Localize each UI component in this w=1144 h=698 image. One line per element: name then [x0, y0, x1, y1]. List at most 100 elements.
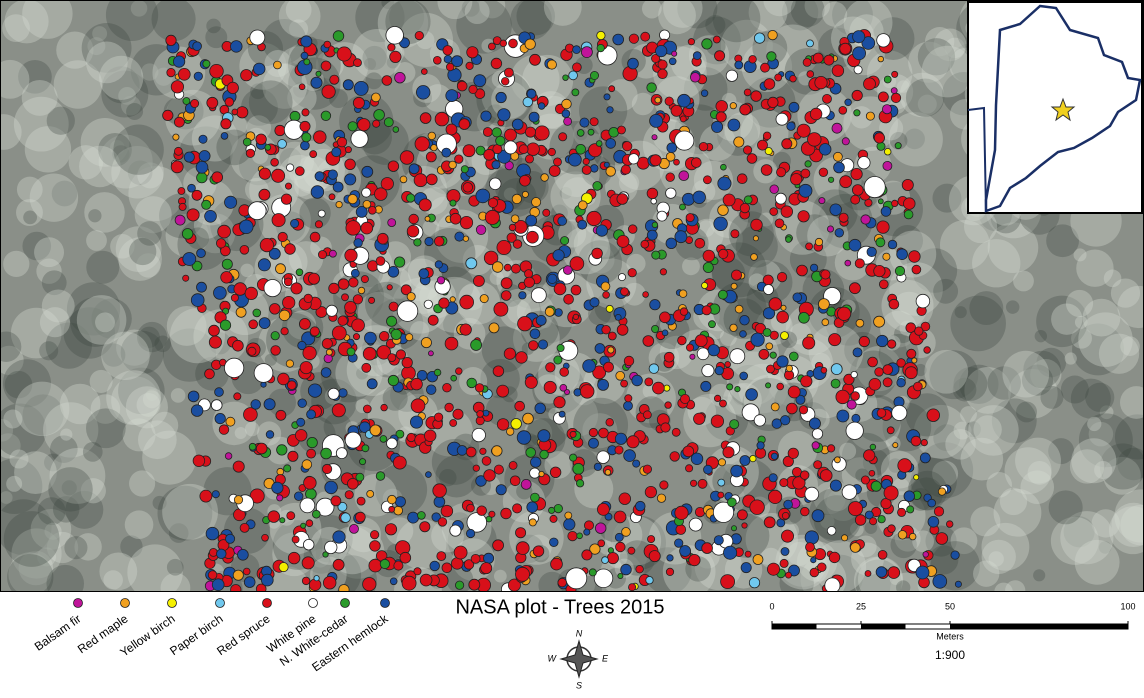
tree: [877, 142, 885, 150]
tree: [420, 522, 430, 532]
tree: [807, 71, 814, 78]
tree: [766, 343, 773, 350]
tree: [884, 76, 891, 83]
tree: [820, 470, 832, 482]
tree: [790, 75, 797, 82]
tree: [718, 492, 724, 498]
tree: [484, 470, 496, 482]
tree: [304, 294, 312, 302]
canopy-blob: [2, 14, 30, 42]
tree: [559, 411, 565, 417]
tree: [608, 347, 614, 353]
tree: [650, 155, 661, 166]
tree: [369, 559, 382, 572]
tree: [751, 254, 758, 261]
tree: [938, 488, 945, 495]
tree: [350, 524, 359, 533]
tree: [568, 531, 577, 540]
tree: [302, 460, 312, 470]
canopy-blob: [3, 251, 29, 277]
tree: [560, 384, 567, 391]
tree: [321, 448, 332, 459]
tree: [718, 205, 729, 216]
tree: [693, 52, 701, 60]
tree: [797, 124, 810, 137]
tree: [389, 302, 398, 311]
legend-swatch: [263, 599, 272, 608]
tree: [718, 177, 731, 190]
tree: [434, 413, 442, 421]
tree: [616, 371, 625, 380]
tree: [396, 350, 405, 359]
tree: [780, 559, 788, 567]
tree: [830, 480, 841, 491]
tree: [754, 33, 764, 43]
tree: [799, 184, 812, 197]
tree: [606, 167, 616, 177]
tree: [936, 533, 948, 545]
canopy-blob: [1066, 290, 1093, 317]
tree: [887, 427, 894, 434]
tree: [675, 506, 688, 519]
tree: [268, 511, 280, 523]
tree: [674, 159, 680, 165]
tree: [646, 577, 653, 584]
tree: [437, 277, 444, 284]
tree: [902, 179, 913, 190]
tree: [907, 506, 914, 513]
tree: [297, 418, 305, 426]
tree: [799, 312, 810, 323]
tree: [455, 155, 463, 163]
tree: [615, 314, 621, 320]
tree: [836, 390, 850, 404]
tree: [488, 43, 495, 50]
tree: [513, 240, 522, 249]
tree: [420, 113, 431, 124]
compass-rose: N E S W: [548, 628, 610, 690]
tree: [390, 578, 397, 585]
tree: [813, 53, 823, 63]
tree: [532, 198, 541, 207]
tree: [253, 309, 261, 317]
canopy-blob: [1076, 249, 1113, 286]
tree: [753, 236, 758, 241]
tree: [339, 585, 349, 595]
inset-map: [968, 2, 1142, 213]
tree: [295, 167, 304, 176]
tree: [222, 259, 232, 269]
tree: [210, 64, 224, 78]
tree: [746, 389, 758, 401]
tree: [308, 384, 321, 397]
tree: [703, 176, 711, 184]
tree: [651, 198, 657, 204]
tree: [653, 382, 665, 394]
tree: [276, 264, 286, 274]
tree: [904, 491, 915, 502]
tree: [443, 46, 453, 56]
tree: [339, 389, 348, 398]
tree: [582, 550, 592, 560]
tree: [916, 566, 929, 579]
tree: [294, 492, 303, 501]
tree: [338, 316, 348, 326]
tree: [636, 565, 644, 573]
tree: [877, 409, 886, 418]
tree: [878, 92, 888, 102]
tree: [337, 137, 347, 147]
tree: [645, 378, 653, 386]
canopy-blob: [48, 467, 92, 511]
tree: [690, 354, 695, 359]
tree: [456, 368, 463, 375]
tree: [583, 360, 596, 373]
tree: [511, 419, 522, 430]
tree: [744, 196, 752, 204]
tree: [853, 348, 862, 357]
tree: [868, 357, 878, 367]
tree: [202, 200, 211, 209]
tree: [234, 283, 247, 296]
tree: [770, 185, 779, 194]
tree: [921, 439, 927, 445]
tree: [560, 368, 569, 377]
tree: [819, 198, 825, 204]
canopy-blob: [1016, 401, 1037, 422]
